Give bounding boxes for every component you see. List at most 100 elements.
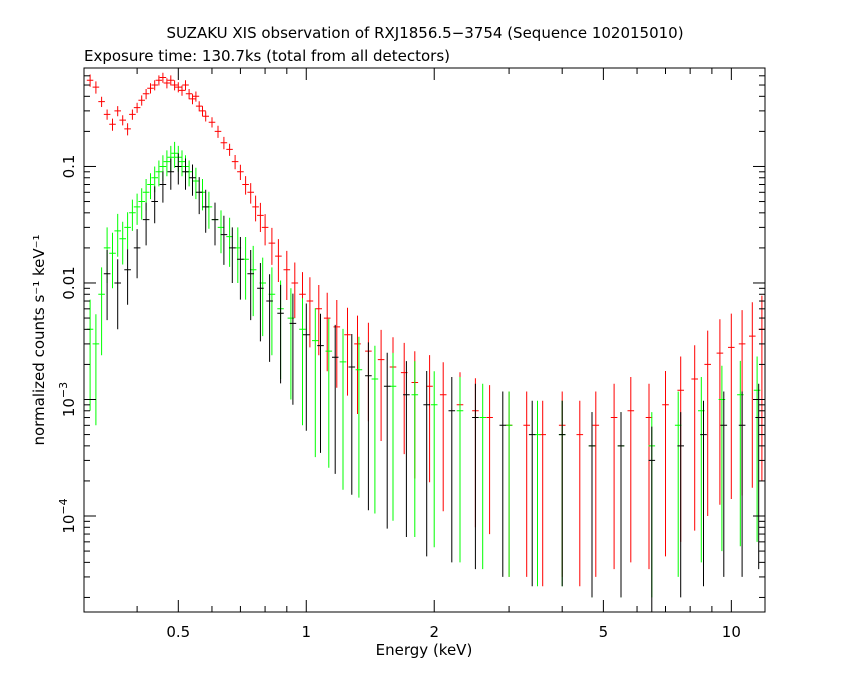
series-0 xyxy=(86,72,766,587)
data-point xyxy=(289,293,297,405)
data-point xyxy=(505,391,513,577)
data-point xyxy=(237,237,244,300)
data-point xyxy=(749,302,756,488)
data-point xyxy=(354,315,361,414)
data-point xyxy=(371,345,379,514)
data-point xyxy=(403,361,410,537)
y-axis-label: normalized counts s⁻¹ keV⁻¹ xyxy=(30,234,48,445)
data-point xyxy=(185,89,193,100)
data-point xyxy=(576,400,584,587)
data-point xyxy=(114,259,121,330)
data-point xyxy=(159,171,167,203)
data-point xyxy=(456,377,464,563)
data-point xyxy=(98,267,105,356)
data-point xyxy=(423,371,430,557)
data-point xyxy=(147,83,154,94)
data-point xyxy=(220,215,228,265)
data-point xyxy=(229,227,236,283)
data-point xyxy=(303,303,310,431)
data-point xyxy=(283,250,291,300)
data-point xyxy=(247,250,254,321)
data-point xyxy=(720,391,728,577)
data-point xyxy=(430,371,438,548)
data-point xyxy=(323,292,331,372)
data-point xyxy=(325,318,333,468)
data-point xyxy=(133,193,141,225)
y-tick-label: 10−3 xyxy=(57,382,78,417)
data-point xyxy=(257,202,264,232)
data-point xyxy=(588,412,596,598)
data-point xyxy=(472,383,479,570)
data-point xyxy=(704,330,711,516)
data-point xyxy=(448,377,456,563)
data-point xyxy=(195,177,203,215)
data-point xyxy=(226,143,233,156)
data-point xyxy=(133,102,141,113)
data-point xyxy=(178,85,186,96)
data-point xyxy=(171,141,178,168)
data-point xyxy=(103,250,111,321)
y-tick-label: 10−4 xyxy=(57,498,78,533)
data-point xyxy=(147,173,154,200)
data-point xyxy=(558,400,566,587)
data-point xyxy=(691,345,698,531)
data-point xyxy=(344,307,351,396)
data-point xyxy=(114,106,121,117)
data-point xyxy=(124,212,131,250)
data-point xyxy=(523,391,530,577)
data-point xyxy=(716,319,724,505)
data-point xyxy=(199,106,206,117)
data-point xyxy=(98,96,105,107)
data-point xyxy=(291,262,299,319)
data-point xyxy=(312,308,319,458)
plot-frame xyxy=(83,67,766,613)
y-tick-label: 0.1 xyxy=(60,155,78,179)
data-point xyxy=(159,72,167,83)
data-point xyxy=(266,274,273,362)
data-point xyxy=(677,412,684,598)
y-tick-label: 0.01 xyxy=(60,266,78,299)
data-point xyxy=(627,377,635,563)
data-point xyxy=(86,74,94,87)
data-point xyxy=(617,412,625,598)
data-point xyxy=(142,89,150,100)
data-point xyxy=(539,400,546,587)
data-point xyxy=(119,115,126,126)
data-point xyxy=(306,277,314,348)
data-point xyxy=(92,314,100,426)
data-point xyxy=(411,361,419,537)
data-point xyxy=(252,195,259,222)
data-point xyxy=(178,150,186,177)
data-point xyxy=(124,249,131,305)
series-1 xyxy=(86,141,761,598)
data-point xyxy=(333,300,341,388)
axis-ticks-layer: 0.5 1 2 5 10 0.1 0.01 10−3 10−4 xyxy=(57,68,765,641)
data-point xyxy=(171,80,178,91)
data-point xyxy=(211,202,219,246)
data-point xyxy=(129,199,136,231)
x-tick-label: 0.5 xyxy=(166,623,190,641)
data-point xyxy=(348,334,356,495)
data-point xyxy=(155,75,163,86)
data-point xyxy=(167,158,175,190)
data-point xyxy=(268,227,276,265)
data-point xyxy=(648,426,656,612)
data-point xyxy=(124,123,131,136)
data-point xyxy=(355,336,363,498)
data-point xyxy=(86,299,94,411)
data-point xyxy=(192,91,200,102)
data-point xyxy=(119,221,126,265)
data-point xyxy=(426,355,433,483)
data-point xyxy=(151,186,158,224)
data-point xyxy=(738,391,746,577)
data-point xyxy=(129,109,136,120)
data-point xyxy=(114,213,121,257)
data-point xyxy=(185,160,193,187)
data-point xyxy=(700,400,707,587)
data-point xyxy=(109,118,116,131)
data-point xyxy=(486,385,493,535)
data-point xyxy=(755,383,762,570)
data-point xyxy=(163,150,171,177)
data-point xyxy=(237,164,244,180)
data-point xyxy=(377,329,385,441)
